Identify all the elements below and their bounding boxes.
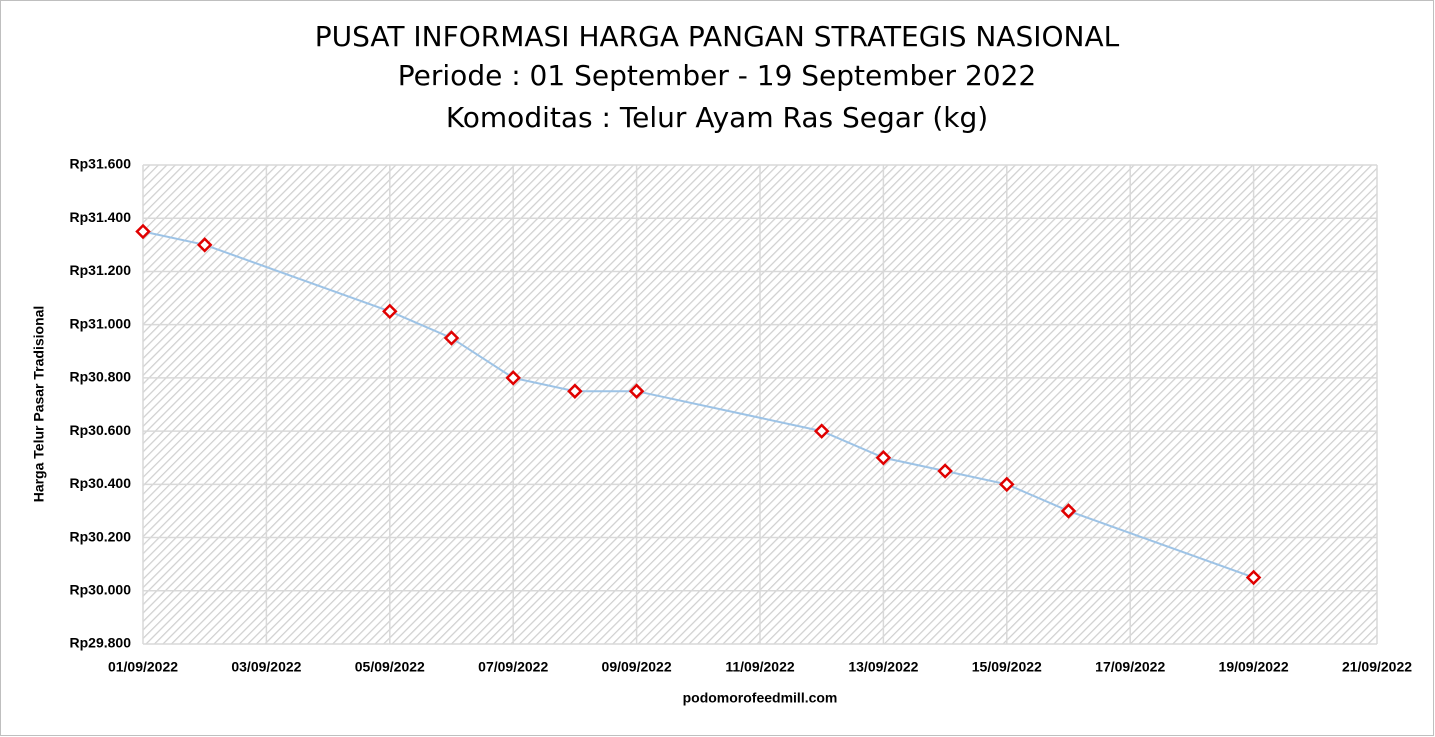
x-axis-label: podomorofeedmill.com <box>683 690 838 706</box>
marker <box>382 303 398 320</box>
y-tick-label: Rp30.600 <box>70 422 132 438</box>
x-tick-label: 11/09/2022 <box>725 659 795 675</box>
y-tick-label: Rp30.800 <box>70 369 132 385</box>
x-tick-label: 03/09/2022 <box>231 659 301 675</box>
x-tick-label: 07/09/2022 <box>478 659 548 675</box>
y-tick-label: Rp29.800 <box>70 635 132 651</box>
marker <box>135 223 151 240</box>
y-tick-label: Rp31.600 <box>70 156 132 172</box>
y-tick-label: Rp30.200 <box>70 528 132 544</box>
x-tick-label: 21/09/2022 <box>1342 659 1412 675</box>
x-tick-label: 05/09/2022 <box>355 659 425 675</box>
x-tick-label: 17/09/2022 <box>1095 659 1165 675</box>
x-tick-label: 01/09/2022 <box>108 659 178 675</box>
chart-title: PUSAT INFORMASI HARGA PANGAN STRATEGIS N… <box>315 20 1120 53</box>
marker <box>505 370 521 386</box>
marker <box>1060 503 1077 519</box>
x-tick-label: 19/09/2022 <box>1219 659 1289 675</box>
marker <box>813 423 830 439</box>
y-axis-label: Harga Telur Pasar Tradisional <box>31 306 47 503</box>
x-tick-label: 13/09/2022 <box>848 659 918 675</box>
marker <box>196 237 213 253</box>
marker <box>443 330 460 346</box>
marker <box>937 463 953 479</box>
x-tick-label: 15/09/2022 <box>972 659 1042 675</box>
marker <box>999 476 1015 493</box>
marker <box>1245 569 1262 586</box>
chart-subtitle: Komoditas : Telur Ayam Ras Segar (kg) <box>446 101 988 134</box>
marker <box>567 383 583 399</box>
y-tick-label: Rp31.400 <box>70 209 132 225</box>
chart-subtitle: Periode : 01 September - 19 September 20… <box>398 59 1036 92</box>
y-tick-label: Rp30.000 <box>70 581 132 597</box>
marker <box>875 449 892 466</box>
x-tick-label: 09/09/2022 <box>602 659 672 675</box>
y-tick-label: Rp31.200 <box>70 262 132 278</box>
y-tick-label: Rp31.000 <box>70 315 132 331</box>
y-tick-label: Rp30.400 <box>70 475 132 491</box>
marker <box>628 383 645 399</box>
